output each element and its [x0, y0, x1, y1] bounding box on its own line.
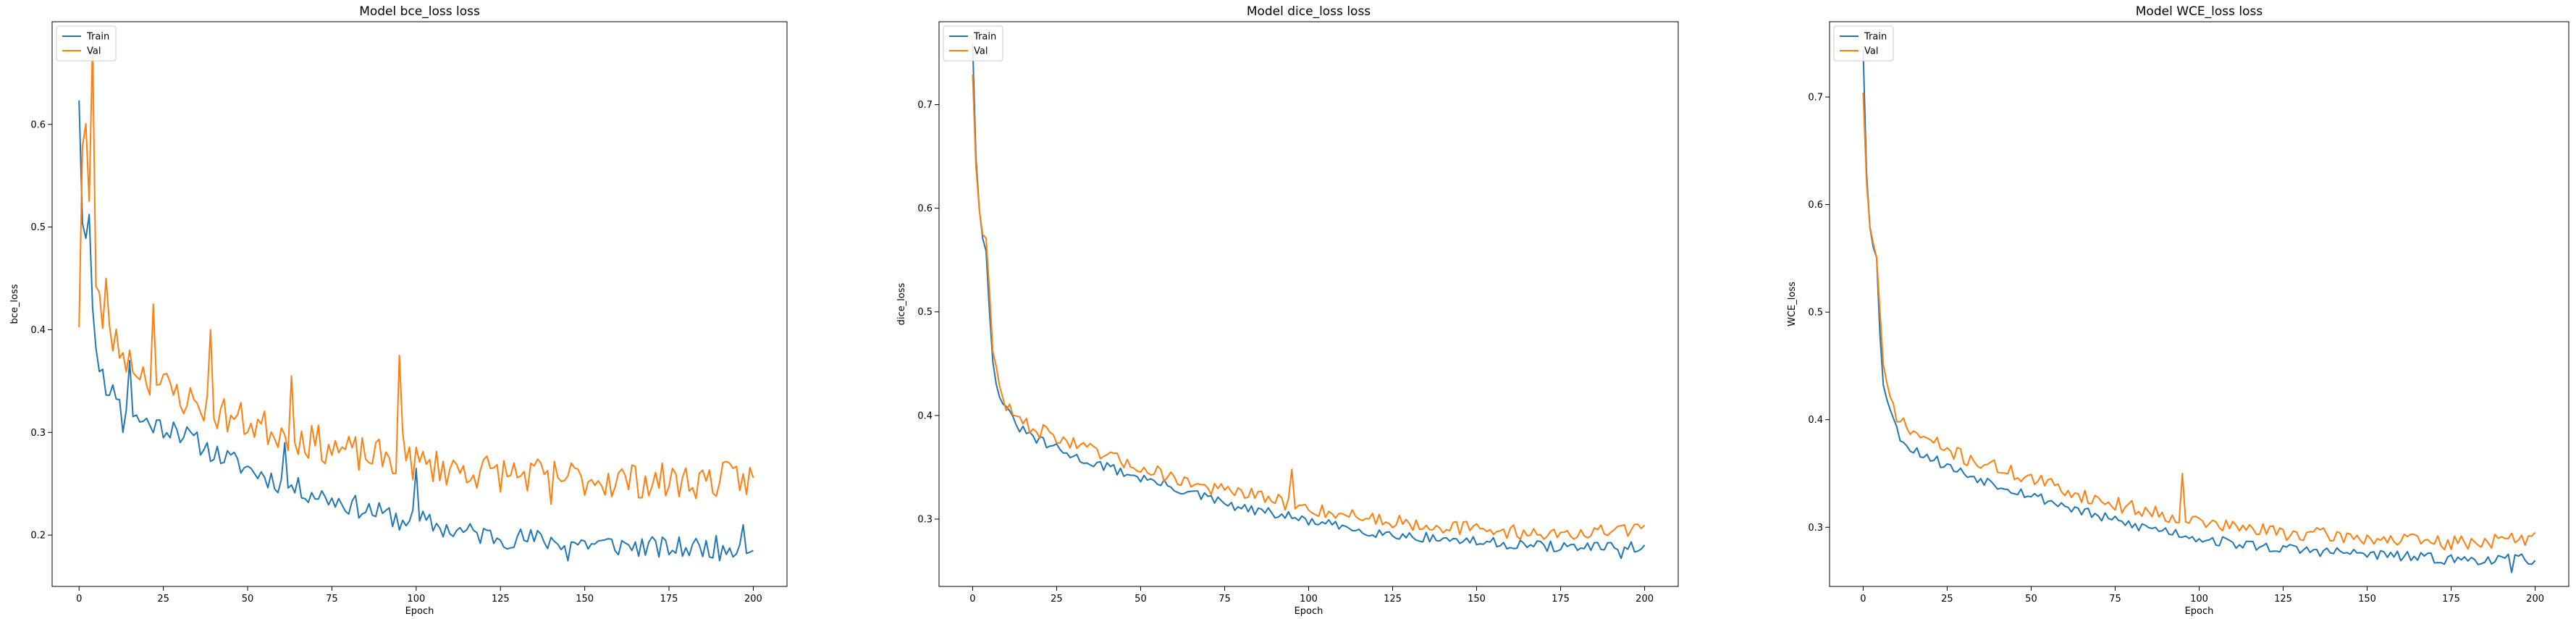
x-tick-label: 0 — [76, 594, 82, 605]
x-tick-label: 175 — [1552, 594, 1570, 605]
x-tick-label: 100 — [1300, 594, 1318, 605]
x-tick-label: 75 — [326, 594, 338, 605]
y-tick-label: 0.3 — [917, 514, 933, 525]
legend-label-train: Train — [86, 32, 109, 43]
y-tick-label: 0.4 — [30, 325, 46, 336]
plot-frame — [938, 21, 1679, 587]
x-tick-label: 200 — [1636, 594, 1654, 605]
chart-panel-wce-loss: 0 25 50 75 100 125 150 175 200 0.3 0.4 0.5 0.6 0.7 Mod… — [1787, 4, 2569, 617]
x-tick-label: 175 — [660, 594, 678, 605]
legend-frame — [1833, 25, 1894, 62]
x-tick-label: 125 — [2274, 594, 2292, 605]
x-tick-label: 100 — [2190, 594, 2208, 605]
legend: Train Val — [56, 25, 117, 62]
x-tick-label: 150 — [576, 594, 594, 605]
x-tick-label: 0 — [1860, 594, 1866, 605]
x-tick-label: 125 — [492, 594, 510, 605]
y-tick-label: 0.4 — [1808, 415, 1823, 426]
y-tick-label: 0.5 — [1808, 308, 1823, 319]
y-tick-label: 0.7 — [1808, 93, 1823, 104]
y-tick-label: 0.5 — [30, 222, 46, 233]
x-tick-label: 25 — [1051, 594, 1063, 605]
x-axis-label: Epoch — [1295, 606, 1323, 617]
series-line-train — [1862, 49, 2536, 573]
x-axis-label: Epoch — [2185, 606, 2214, 617]
legend: Train Val — [943, 25, 1003, 62]
series-line-train — [78, 100, 754, 562]
x-tick-label: 200 — [2526, 594, 2544, 605]
plot-frame — [1829, 21, 2569, 587]
x-tick-label: 125 — [1384, 594, 1402, 605]
chart-title: Model bce_loss loss — [359, 4, 480, 19]
chart-title: Model dice_loss loss — [1247, 4, 1371, 19]
x-tick-label: 25 — [157, 594, 169, 605]
x-tick-label: 150 — [1468, 594, 1486, 605]
x-tick-label: 75 — [1218, 594, 1231, 605]
x-tick-label: 50 — [242, 594, 254, 605]
x-tick-label: 50 — [2025, 594, 2037, 605]
y-tick-label: 0.2 — [30, 531, 46, 542]
y-tick-label: 0.6 — [1808, 200, 1823, 211]
legend-label-train: Train — [973, 32, 996, 43]
x-tick-label: 25 — [1941, 594, 1953, 605]
x-tick-label: 150 — [2358, 594, 2376, 605]
legend-label-val: Val — [974, 46, 988, 57]
series-line-val — [1862, 92, 2536, 551]
x-tick-label: 200 — [744, 594, 762, 605]
y-axis-label: bce_loss — [9, 284, 20, 324]
legend-frame — [943, 25, 1003, 62]
legend-label-val: Val — [87, 46, 101, 57]
series-group — [78, 41, 754, 562]
series-line-val — [972, 74, 1646, 540]
series-line-val — [78, 41, 754, 505]
legend: Train Val — [1833, 25, 1894, 62]
y-tick-label: 0.4 — [917, 410, 933, 421]
x-tick-label: 100 — [407, 594, 425, 605]
x-axis-label: Epoch — [405, 606, 434, 617]
series-group — [972, 43, 1646, 560]
x-tick-label: 75 — [2109, 594, 2121, 605]
x-tick-label: 175 — [2442, 594, 2460, 605]
y-tick-label: 0.7 — [917, 100, 933, 111]
chart-title: Model WCE_loss loss — [2136, 4, 2263, 19]
plot-frame — [51, 21, 788, 587]
y-tick-label: 0.6 — [30, 119, 46, 130]
x-tick-label: 0 — [969, 594, 975, 605]
y-axis-label: WCE_loss — [1787, 282, 1798, 327]
legend-label-val: Val — [1864, 46, 1878, 57]
x-tick-label: 50 — [1135, 594, 1147, 605]
y-tick-label: 0.3 — [30, 428, 46, 439]
legend-frame — [56, 25, 117, 62]
chart-panel-dice-loss: 0 25 50 75 100 125 150 175 200 0.3 0.4 0.5 0.6 0.7 Mod… — [896, 4, 1679, 617]
y-tick-label: 0.3 — [1808, 523, 1823, 534]
series-group — [1862, 49, 2536, 573]
y-tick-label: 0.6 — [917, 203, 933, 214]
chart-panel-bce-loss: 0 25 50 75 100 125 150 175 200 0.2 0.3 0.4 0.5 0.6 Mod… — [9, 4, 788, 617]
legend-label-train: Train — [1864, 32, 1887, 43]
y-axis-label: dice_loss — [896, 282, 907, 325]
series-line-train — [972, 43, 1646, 560]
y-tick-label: 0.5 — [917, 307, 933, 318]
